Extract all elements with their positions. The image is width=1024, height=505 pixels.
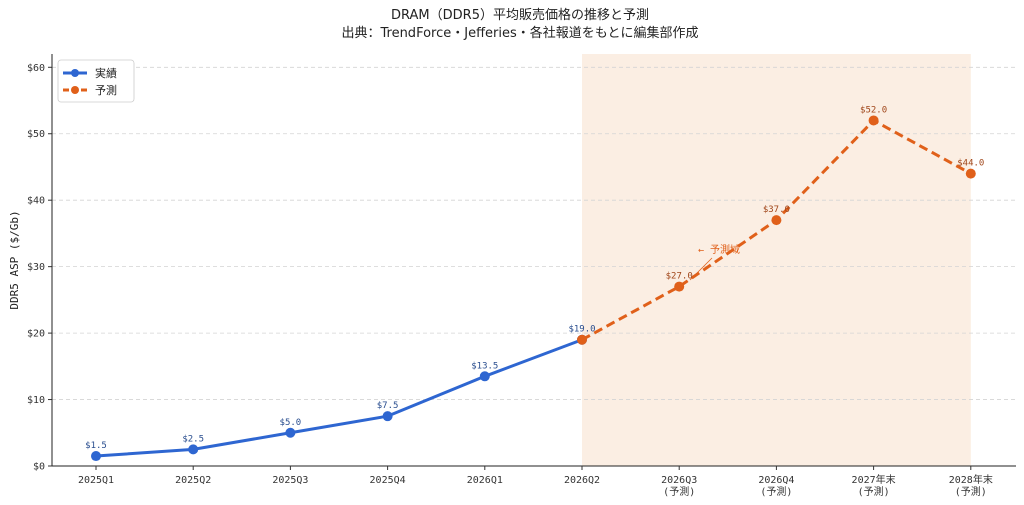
y-tick-label: $50 <box>27 129 45 140</box>
data-point <box>868 115 879 126</box>
x-tick-label: (予測) <box>760 485 792 498</box>
x-tick-label: 2025Q2 <box>175 475 211 486</box>
data-point <box>577 334 587 345</box>
data-label-layer: $1.5 $2.5 $5.0 $7.5 $13.5 $19.0 $27.0 $37.0 $52.… <box>85 105 984 451</box>
axis-layer: $0 $10 $20 $30 $40 $50 $60 2025Q1 2025Q2 2025Q3 20… <box>27 54 1016 498</box>
data-label: $19.0 <box>568 325 595 335</box>
forecast-region-layer <box>582 54 971 466</box>
data-label: $44.0 <box>957 159 984 169</box>
x-tick-label: (予測) <box>858 485 890 498</box>
y-tick-label: $40 <box>27 196 45 207</box>
legend-label: 予測 <box>95 83 117 97</box>
x-tick-label: 2028年末 <box>949 473 993 486</box>
data-point <box>285 427 296 438</box>
x-tick-label: 2026Q4 <box>758 475 794 486</box>
y-tick-label: $60 <box>27 63 45 74</box>
data-point <box>91 451 101 462</box>
x-tick-label: 2026Q1 <box>467 475 503 486</box>
series-line-0 <box>95 338 583 458</box>
data-point <box>771 215 782 226</box>
forecast-annotation: ← 予測域 <box>698 243 740 256</box>
data-point <box>479 371 490 382</box>
annotation-connector <box>689 257 713 281</box>
data-label: $27.0 <box>666 272 693 282</box>
data-point <box>965 168 976 179</box>
legend-marker <box>71 69 79 77</box>
y-tick-label: $20 <box>27 329 45 340</box>
data-label: $2.5 <box>182 434 204 444</box>
x-tick-label: (予測) <box>663 485 695 498</box>
forecast-region <box>582 54 971 466</box>
y-tick-label: $30 <box>27 262 45 273</box>
x-tick-label: 2026Q3 <box>661 475 697 486</box>
x-tick-label: 2027年末 <box>852 473 896 486</box>
x-tick-label: 2025Q3 <box>272 475 308 486</box>
data-label: $37.0 <box>763 205 790 215</box>
y-tick-label: $0 <box>33 462 45 473</box>
chart-subtitle: 出典：TrendForce・Jefferies・各社報道をもとに編集部作成 <box>341 25 698 41</box>
legend-marker <box>71 86 79 94</box>
data-label: $5.0 <box>280 418 302 428</box>
data-label: $13.5 <box>471 361 498 371</box>
chart-title: DRAM（DDR5）平均販売価格の推移と予測 <box>391 7 649 23</box>
data-point <box>188 444 199 455</box>
data-label: $1.5 <box>85 441 107 451</box>
y-axis-label: DDR5 ASP ($/Gb) <box>8 210 21 309</box>
x-tick-label: 2026Q2 <box>564 475 600 486</box>
x-tick-label: 2025Q1 <box>78 475 114 486</box>
data-label: $7.5 <box>377 401 399 411</box>
x-tick-label: 2025Q4 <box>370 475 406 486</box>
y-tick-label: $10 <box>27 395 45 406</box>
series-layer <box>91 115 976 462</box>
data-point <box>674 281 685 292</box>
legend-label: 実績 <box>95 66 117 80</box>
data-point <box>382 411 393 422</box>
x-tick-label: (予測) <box>955 485 987 498</box>
data-label: $52.0 <box>860 105 887 115</box>
